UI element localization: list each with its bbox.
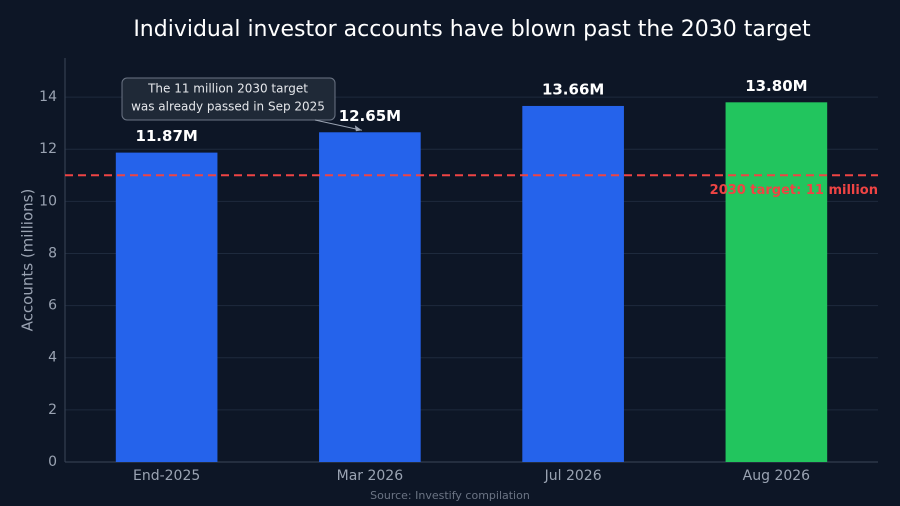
annotation-arrowhead bbox=[354, 125, 362, 132]
bar bbox=[115, 152, 218, 462]
y-tick-label: 0 bbox=[48, 454, 57, 470]
annotation-arrow bbox=[314, 119, 362, 131]
bar bbox=[725, 102, 828, 462]
annotation-box bbox=[121, 77, 336, 121]
x-tick-label: End-2025 bbox=[133, 468, 200, 484]
y-tick-label: 2 bbox=[48, 402, 57, 418]
y-tick-label: 6 bbox=[48, 298, 57, 314]
y-tick-label: 4 bbox=[48, 350, 57, 366]
y-tick-label: 10 bbox=[39, 193, 57, 209]
chart-title: Individual investor accounts have blown … bbox=[133, 17, 811, 42]
value-label: 13.80M bbox=[745, 77, 807, 95]
reference-label: 2030 target: 11 million bbox=[710, 183, 878, 198]
value-label: 11.87M bbox=[135, 127, 197, 145]
source-note: Source: Investify compilation bbox=[370, 489, 530, 502]
value-label: 12.65M bbox=[339, 107, 401, 125]
y-axis-label: Accounts (millions) bbox=[19, 189, 37, 332]
x-tick-label: Aug 2026 bbox=[743, 468, 811, 484]
annotation-text: The 11 million 2030 target bbox=[147, 82, 308, 96]
annotation-text: was already passed in Sep 2025 bbox=[131, 100, 325, 114]
x-tick-label: Mar 2026 bbox=[337, 468, 404, 484]
x-tick-label: Jul 2026 bbox=[544, 468, 602, 484]
bar bbox=[522, 105, 624, 462]
bar bbox=[319, 132, 421, 462]
y-tick-label: 8 bbox=[48, 245, 57, 261]
y-tick-label: 12 bbox=[39, 141, 57, 157]
y-tick-label: 14 bbox=[39, 89, 57, 105]
value-label: 13.66M bbox=[542, 80, 604, 98]
